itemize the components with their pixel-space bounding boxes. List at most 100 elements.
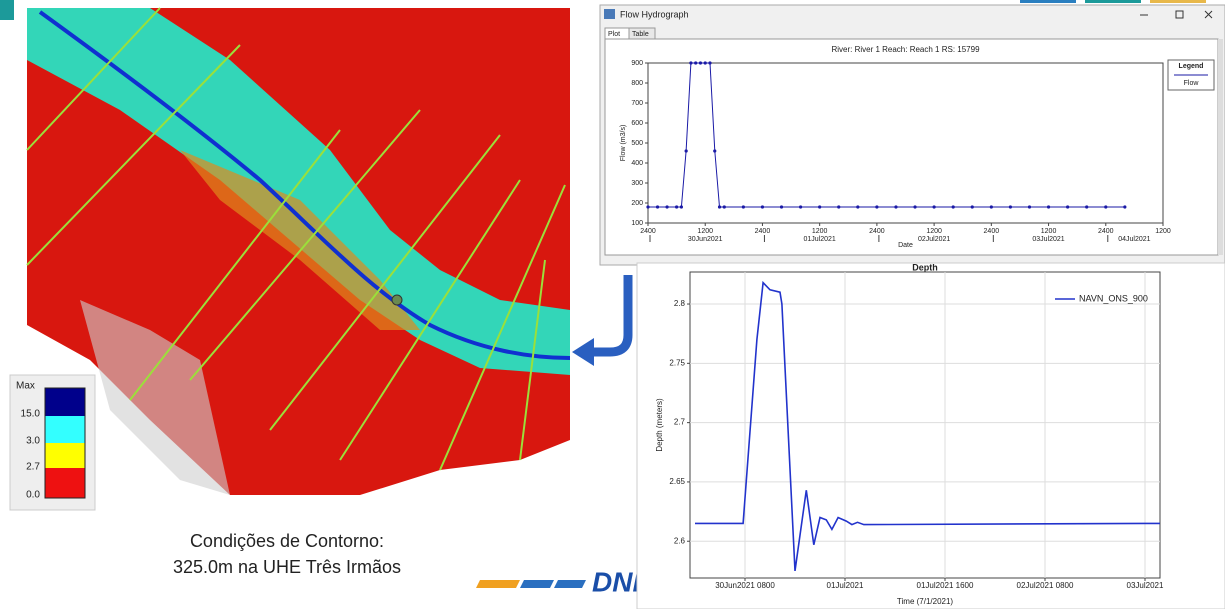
slide-accent	[1020, 0, 1076, 3]
series-marker	[1009, 205, 1012, 208]
series-marker	[704, 61, 707, 64]
x-date-label: 02Jul2021	[918, 236, 950, 243]
x-tick-label: 2400	[869, 228, 885, 235]
series-marker	[837, 205, 840, 208]
map-legend-swatch	[45, 416, 85, 443]
slide-accent	[0, 0, 14, 20]
series-marker	[694, 61, 697, 64]
map-legend-swatch	[45, 388, 85, 416]
caption-line: Condições de Contorno:	[190, 531, 384, 551]
tab-label: Plot	[608, 31, 620, 38]
series-marker	[1085, 205, 1088, 208]
y-tick-label: 2.6	[674, 536, 686, 545]
x-tick-label: 1200	[697, 228, 713, 235]
x-date-label: 03Jul2021	[1032, 236, 1064, 243]
slide: Max 15.0 3.0 2.7 0.0 Condições de Contor…	[0, 0, 1225, 609]
x-tick-label: 01Jul2021 1600	[917, 581, 974, 590]
series-marker	[1047, 205, 1050, 208]
x-date-label: 04Jul2021	[1118, 236, 1150, 243]
slide-accent	[1150, 0, 1206, 3]
x-tick-label: 30Jun2021 0800	[715, 581, 775, 590]
series-marker	[718, 205, 721, 208]
x-tick-label: 1200	[1155, 228, 1171, 235]
y-tick-label: 500	[631, 140, 643, 147]
series-marker	[689, 61, 692, 64]
flow-arrow	[592, 275, 628, 352]
series-marker	[952, 205, 955, 208]
legend-label: NAVN_ONS_900	[1079, 293, 1148, 303]
x-date-label: 01Jul2021	[804, 236, 836, 243]
x-tick-label: 2400	[1098, 228, 1114, 235]
x-tick-label: 01Jul2021	[827, 581, 864, 590]
x-tick-label: 2400	[640, 228, 656, 235]
series-marker	[1028, 205, 1031, 208]
series-marker	[675, 205, 678, 208]
series-marker	[761, 205, 764, 208]
window-title: Flow Hydrograph	[620, 9, 689, 19]
y-tick-label: 2.75	[669, 358, 685, 367]
series-marker	[685, 149, 688, 152]
x-axis-label: Time (7/1/2021)	[897, 597, 954, 606]
map-legend-swatch	[45, 443, 85, 468]
map-legend-label: 15.0	[21, 409, 41, 420]
y-tick-label: 100	[631, 220, 643, 227]
series-marker	[723, 205, 726, 208]
x-date-label: 30Jun2021	[688, 236, 723, 243]
window-icon	[604, 9, 615, 19]
y-axis-label: Depth (meters)	[655, 398, 664, 452]
map-legend-label: Max	[16, 381, 35, 392]
tab-label: Table	[632, 31, 649, 38]
x-axis-label: Date	[898, 242, 913, 249]
series-marker	[680, 205, 683, 208]
series-marker	[894, 205, 897, 208]
series-marker	[875, 205, 878, 208]
series-marker	[708, 61, 711, 64]
chart-title: River: River 1 Reach: Reach 1 RS: 15799	[831, 45, 980, 54]
series-marker	[699, 61, 702, 64]
map-legend-label: 2.7	[26, 462, 40, 473]
y-tick-label: 700	[631, 100, 643, 107]
legend-title: Legend	[1179, 63, 1204, 70]
series-marker	[742, 205, 745, 208]
y-tick-label: 400	[631, 160, 643, 167]
series-marker	[713, 149, 716, 152]
y-tick-label: 600	[631, 120, 643, 127]
scrollbar[interactable]	[1218, 39, 1223, 255]
map-legend-swatch	[45, 468, 85, 498]
map-legend-label: 3.0	[26, 436, 40, 447]
x-tick-label: 02Jul2021 0800	[1017, 581, 1074, 590]
series-marker	[646, 205, 649, 208]
y-axis-label: Flow (m3/s)	[620, 125, 627, 162]
series-marker	[913, 205, 916, 208]
x-tick-label: 1200	[926, 228, 942, 235]
series-marker	[656, 205, 659, 208]
y-tick-label: 800	[631, 80, 643, 87]
map-legend-label: 0.0	[26, 490, 40, 501]
chart-title: Depth	[912, 262, 938, 272]
series-marker	[1066, 205, 1069, 208]
x-tick-label: 2400	[984, 228, 1000, 235]
legend-label: Flow	[1184, 80, 1200, 87]
slide-accent	[1085, 0, 1141, 3]
depth-panel	[637, 263, 1225, 609]
y-tick-label: 2.65	[669, 477, 685, 486]
caption-line: 325.0m na UHE Três Irmãos	[173, 557, 401, 577]
series-marker	[856, 205, 859, 208]
logo-stripes	[476, 580, 586, 588]
flood-map	[27, 8, 570, 495]
series-marker	[1123, 205, 1126, 208]
series-marker	[933, 205, 936, 208]
series-marker	[1104, 205, 1107, 208]
series-marker	[780, 205, 783, 208]
series-marker	[971, 205, 974, 208]
y-tick-label: 2.8	[674, 299, 686, 308]
y-tick-label: 2.7	[674, 418, 686, 427]
series-marker	[990, 205, 993, 208]
x-tick-label: 1200	[812, 228, 828, 235]
flow-arrow-head	[572, 338, 594, 366]
map-gauge	[392, 295, 402, 305]
y-tick-label: 300	[631, 180, 643, 187]
y-tick-label: 200	[631, 200, 643, 207]
x-tick-label: 03Jul2021	[1127, 581, 1164, 590]
y-tick-label: 900	[631, 60, 643, 67]
